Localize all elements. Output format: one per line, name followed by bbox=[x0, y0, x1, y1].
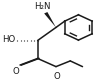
Polygon shape bbox=[44, 12, 56, 27]
Text: H₂N: H₂N bbox=[34, 2, 51, 11]
Text: O: O bbox=[13, 67, 19, 76]
Text: O: O bbox=[54, 72, 60, 81]
Text: HO: HO bbox=[2, 35, 15, 44]
